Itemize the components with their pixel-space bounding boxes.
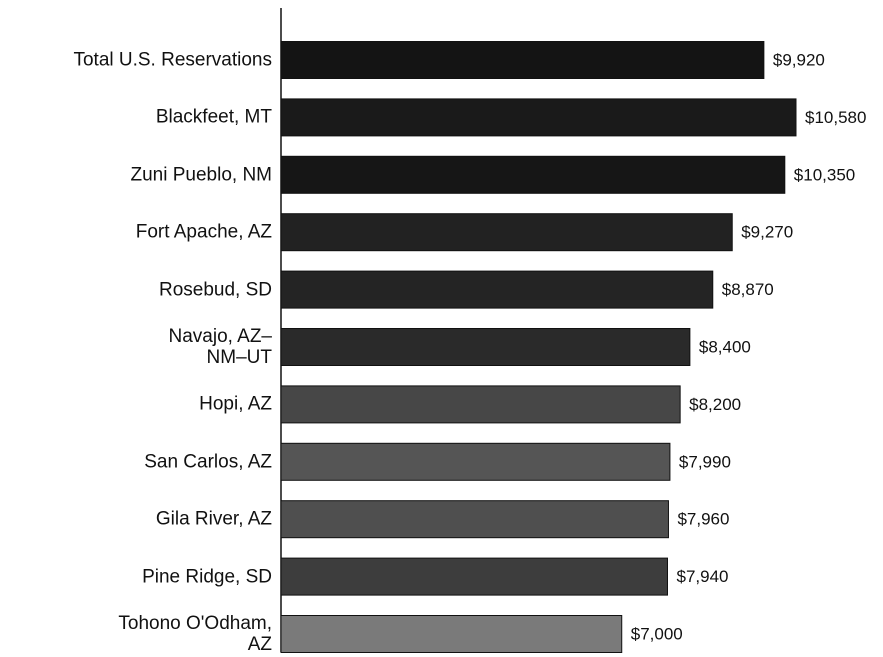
category-label: Pine Ridge, SD (142, 566, 272, 588)
category-label: Gila River, AZ (155, 508, 272, 530)
value-label: $7,990 (679, 452, 731, 471)
bar (280, 213, 733, 252)
bar (280, 442, 671, 481)
category-label: Fort Apache, AZ (135, 221, 272, 243)
value-label: $10,350 (794, 165, 855, 184)
value-label: $10,580 (805, 108, 866, 127)
value-label: $9,270 (741, 223, 793, 242)
category-label: Total U.S. Reservations (73, 49, 272, 71)
bar (280, 270, 714, 309)
bar (280, 155, 786, 194)
category-label: Rosebud, SD (158, 279, 272, 301)
value-label: $7,000 (631, 624, 683, 643)
bar (280, 557, 668, 596)
value-label: $8,400 (699, 337, 751, 356)
bar (280, 385, 681, 424)
category-label: Tohono O'Odham, AZ (118, 613, 272, 655)
category-label: Navajo, AZ– NM–UT (168, 326, 273, 368)
bar (280, 328, 691, 366)
category-label: Blackfeet, MT (155, 106, 272, 128)
bar (280, 500, 669, 539)
value-label: $8,200 (689, 395, 741, 414)
value-label: $7,960 (677, 510, 729, 529)
category-label: Hopi, AZ (199, 393, 272, 415)
bar (280, 98, 797, 137)
category-label: San Carlos, AZ (144, 451, 272, 473)
bar (280, 615, 623, 653)
category-label: Zuni Pueblo, NM (130, 164, 272, 186)
value-label: $8,870 (722, 280, 774, 299)
value-label: $7,940 (676, 567, 728, 586)
bar (280, 41, 765, 79)
value-label: $9,920 (773, 50, 825, 69)
